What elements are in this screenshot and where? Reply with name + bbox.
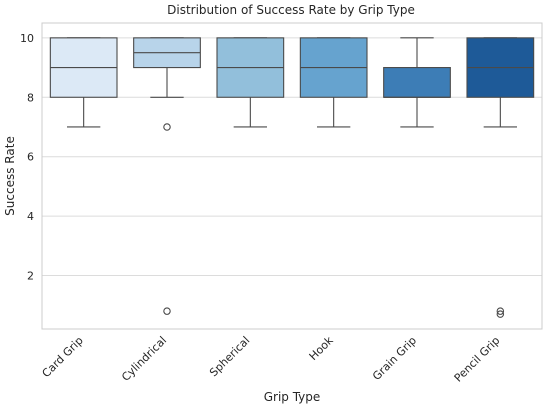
y-axis-label: Success Rate: [3, 136, 17, 216]
iqr-box: [383, 67, 451, 98]
outlier-point: [163, 307, 171, 315]
x-tick-labels: Card Grip Cylindrical Spherical Hook Grain G…: [40, 333, 503, 384]
x-tick-label: Pencil Grip: [452, 334, 503, 385]
gridlines: [42, 37, 542, 277]
boxes: [49, 37, 535, 318]
y-tick-label: 2: [27, 270, 34, 283]
x-axis-label: Grip Type: [264, 390, 321, 404]
y-tick-label: 6: [27, 151, 34, 164]
outlier-point: [163, 123, 171, 131]
x-tick-label: Spherical: [207, 334, 252, 379]
plot-frame: [41, 22, 543, 330]
box-cylindrical: [133, 37, 201, 315]
box-pencil-grip: [466, 37, 535, 318]
x-tick-label: Grain Grip: [370, 334, 419, 383]
outlier-point: [496, 307, 505, 315]
box-grain-grip: [383, 37, 451, 128]
x-tick-label: Card Grip: [40, 334, 86, 380]
y-tick-label: 8: [27, 91, 34, 104]
x-tick-label: Hook: [307, 333, 337, 363]
box-card-grip: [49, 37, 118, 128]
y-tick-labels: 2 4 6 8 10: [20, 32, 34, 283]
chart-title: Distribution of Success Rate by Grip Typ…: [167, 3, 415, 17]
outlier-point: [496, 310, 505, 318]
y-tick-label: 4: [27, 210, 34, 223]
box-spherical: [216, 37, 285, 128]
y-tick-label: 10: [20, 32, 34, 45]
x-tick-label: Cylindrical: [119, 334, 169, 384]
box-hook: [299, 37, 368, 128]
